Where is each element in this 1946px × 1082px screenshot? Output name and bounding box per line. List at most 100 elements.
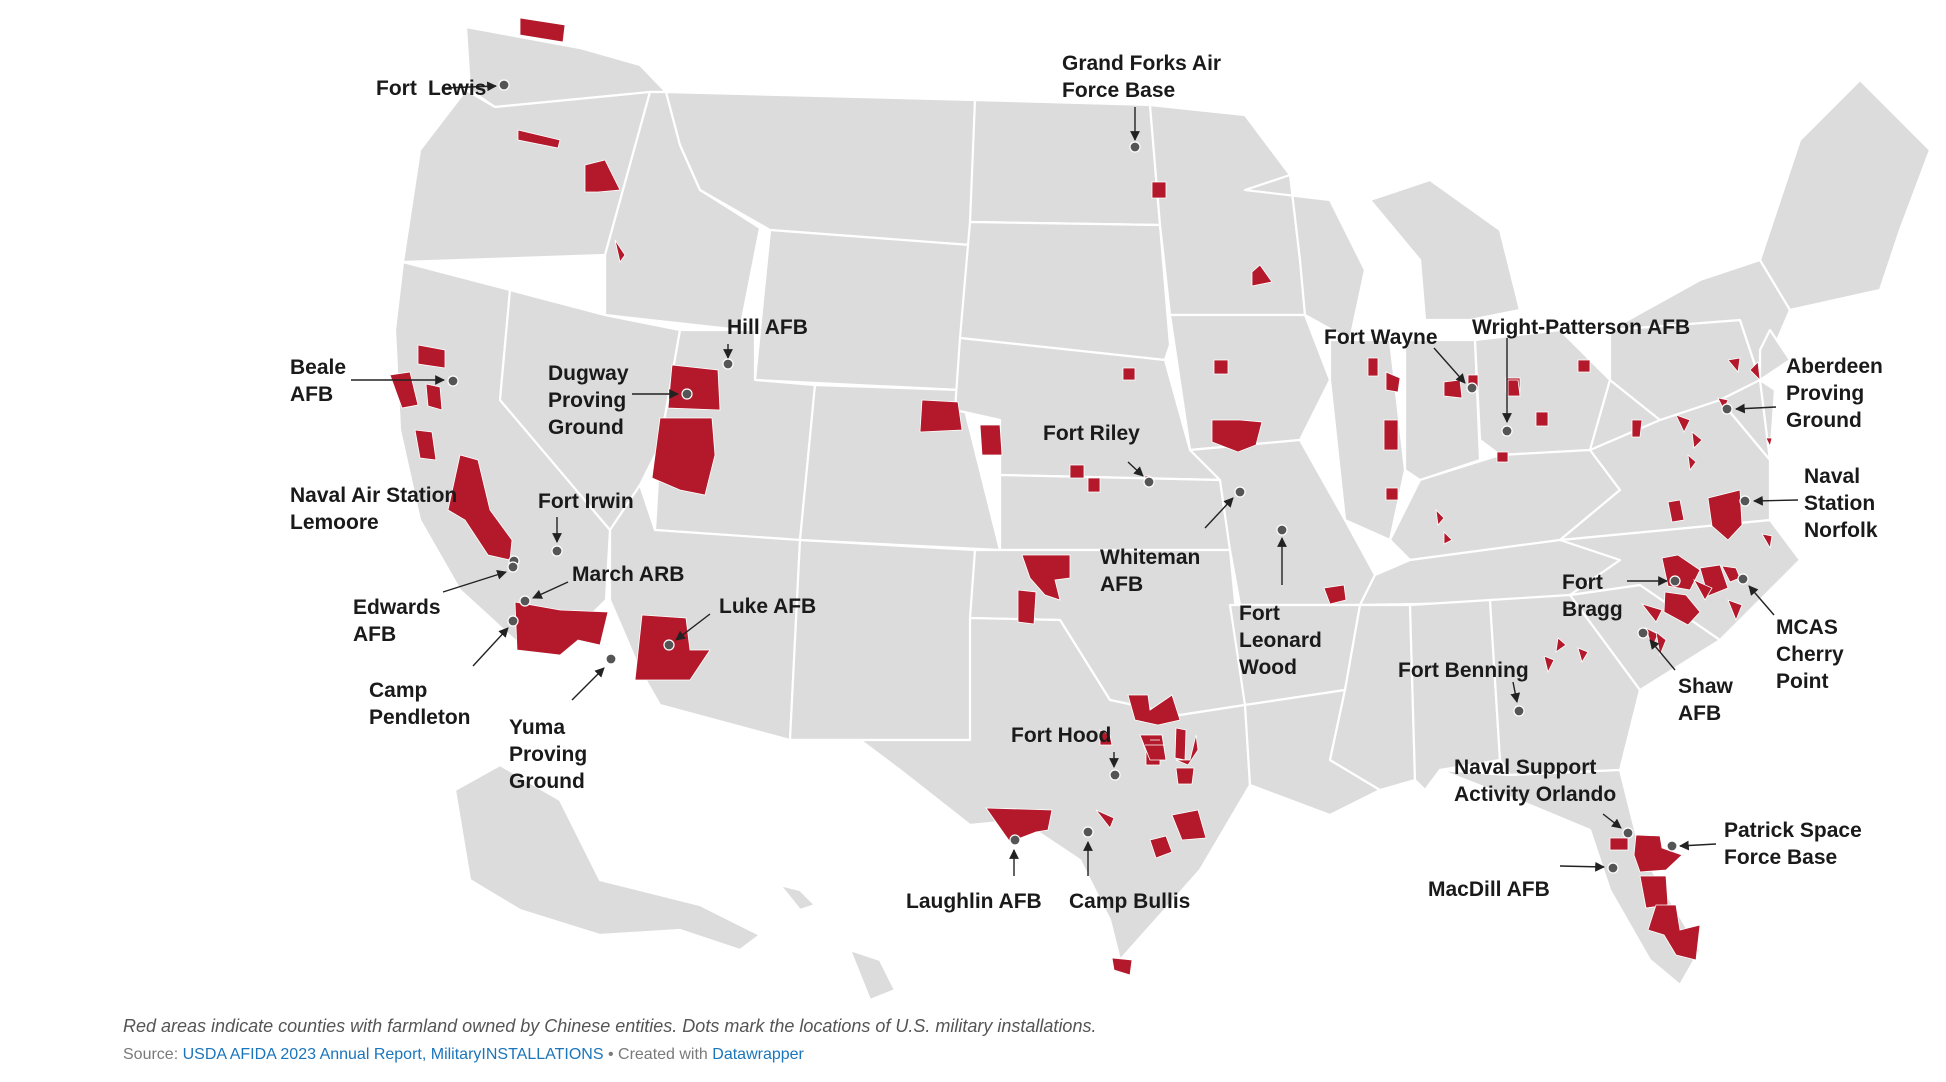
highlighted-county bbox=[1443, 531, 1453, 545]
installation-label-line: Fort Hood bbox=[1011, 724, 1111, 747]
highlighted-county bbox=[414, 429, 437, 461]
highlighted-county bbox=[1675, 414, 1691, 433]
installation-dot-laughlin-afb[interactable] bbox=[1009, 834, 1021, 846]
installation-dot-patrick-space-force-base[interactable] bbox=[1666, 840, 1678, 852]
leader-line-edwards-afb bbox=[442, 569, 507, 593]
installation-dot-fort-bragg[interactable] bbox=[1669, 575, 1681, 587]
highlighted-county bbox=[1175, 734, 1199, 766]
installation-dot-macdill-afb[interactable] bbox=[1607, 862, 1619, 874]
installation-label-line: AFB bbox=[353, 623, 396, 646]
installation-dot-march-arb[interactable] bbox=[519, 595, 531, 607]
installation-label-line: Fort bbox=[1239, 602, 1280, 625]
installation-dot-beale-afb[interactable] bbox=[447, 375, 459, 387]
highlighted-county bbox=[1749, 361, 1761, 382]
highlighted-county bbox=[1211, 419, 1263, 453]
highlighted-county bbox=[1647, 904, 1701, 961]
installation-dot-edwards-afb[interactable] bbox=[507, 561, 519, 573]
installation-label-fort-wayne: Fort Wayne bbox=[1324, 326, 1438, 349]
highlighted-county bbox=[584, 159, 621, 193]
installation-label-line: Ground bbox=[509, 770, 585, 793]
leader-line-fort-lewis bbox=[443, 81, 497, 92]
installation-dot-mcas-cherry-point[interactable] bbox=[1737, 573, 1749, 585]
state-wi bbox=[1243, 173, 1367, 342]
installation-dot-hill-afb[interactable] bbox=[722, 358, 734, 370]
leader-line-mcas-cherry-point bbox=[1748, 585, 1775, 616]
highlighted-county bbox=[1443, 379, 1463, 399]
installation-dot-luke-afb[interactable] bbox=[663, 639, 675, 651]
installation-label-line: Dugway bbox=[548, 362, 629, 385]
installation-dot-camp-bullis[interactable] bbox=[1082, 826, 1094, 838]
installation-label-line: Camp bbox=[369, 679, 427, 702]
installation-label-fort-lewis: Fort Lewis bbox=[376, 77, 486, 100]
installation-dot-grand-forks-air-force-base[interactable] bbox=[1129, 141, 1141, 153]
installation-dot-fort-riley[interactable] bbox=[1143, 476, 1155, 488]
state-oh bbox=[1473, 328, 1612, 457]
installation-dot-fort-wayne[interactable] bbox=[1466, 382, 1478, 394]
installation-label-line: Naval bbox=[1804, 465, 1860, 488]
installation-label-line: Ground bbox=[548, 416, 624, 439]
installation-dot-aberdeen-proving-ground[interactable] bbox=[1721, 403, 1733, 415]
leader-line-march-arb bbox=[532, 581, 569, 599]
highlighted-counties bbox=[389, 17, 1773, 976]
installation-labels: Fort Lewis Grand Forks Air Force Base Hill A… bbox=[290, 52, 1883, 913]
installation-label-naval-support-activity-orlando: Naval Support Activity Orlando bbox=[1454, 756, 1616, 806]
installation-label-mcas-cherry-point: MCAS Cherry Point bbox=[1776, 616, 1844, 693]
installation-dot-naval-support-activity-orlando[interactable] bbox=[1622, 827, 1634, 839]
leader-line-aberdeen-proving-ground bbox=[1735, 403, 1777, 414]
installation-label-line: Force Base bbox=[1724, 846, 1837, 869]
installation-label-beale-afb: Beale AFB bbox=[290, 356, 346, 406]
installation-dot-whiteman-afb[interactable] bbox=[1234, 486, 1246, 498]
installation-dot-fort-leonard-wood[interactable] bbox=[1276, 524, 1288, 536]
installation-label-fort-hood: Fort Hood bbox=[1011, 724, 1111, 747]
installation-label-line: Luke AFB bbox=[719, 595, 816, 618]
highlighted-county bbox=[1727, 599, 1743, 622]
installation-label-line: Pendleton bbox=[369, 706, 471, 729]
installation-dot-yuma-proving-ground[interactable] bbox=[605, 653, 617, 665]
installation-dot-dugway-proving-ground[interactable] bbox=[681, 388, 693, 400]
installation-label-shaw-afb: Shaw AFB bbox=[1678, 675, 1734, 725]
installation-dot-fort-irwin[interactable] bbox=[551, 545, 563, 557]
source-link[interactable]: USDA AFIDA 2023 Annual Report, MilitaryI… bbox=[182, 1046, 604, 1063]
installation-dot-shaw-afb[interactable] bbox=[1637, 627, 1649, 639]
installation-label-line: Leonard bbox=[1239, 629, 1322, 652]
installation-label-laughlin-afb: Laughlin AFB bbox=[906, 890, 1042, 913]
map-caption: Red areas indicate counties with farmlan… bbox=[123, 1016, 1097, 1036]
leader-line-fort-benning bbox=[1510, 681, 1521, 703]
installation-label-line: Whiteman bbox=[1100, 546, 1200, 569]
highlighted-county bbox=[1251, 264, 1273, 287]
installation-dot-fort-benning[interactable] bbox=[1513, 705, 1525, 717]
highlighted-county bbox=[614, 239, 626, 263]
highlighted-county bbox=[1727, 357, 1741, 373]
datawrapper-link[interactable]: Datawrapper bbox=[712, 1046, 804, 1063]
highlighted-county bbox=[1667, 499, 1685, 523]
installation-dot-naval-station-norfolk[interactable] bbox=[1739, 495, 1751, 507]
installation-label-aberdeen-proving-ground: Aberdeen Proving Ground bbox=[1786, 355, 1883, 432]
installation-label-line: AFB bbox=[1678, 702, 1721, 725]
highlighted-county bbox=[1555, 637, 1567, 653]
installation-dot-camp-pendleton[interactable] bbox=[507, 615, 519, 627]
highlighted-county bbox=[417, 344, 446, 369]
highlighted-county bbox=[1577, 647, 1589, 663]
installation-label-line: Shaw bbox=[1678, 675, 1734, 698]
installation-label-luke-afb: Luke AFB bbox=[719, 595, 816, 618]
highlighted-county bbox=[667, 364, 721, 411]
state-nd bbox=[968, 98, 1162, 227]
state-ak bbox=[453, 763, 762, 952]
installation-label-dugway-proving-ground: Dugway Proving Ground bbox=[548, 362, 629, 439]
highlighted-county bbox=[1609, 837, 1629, 851]
installation-dot-fort-hood[interactable] bbox=[1109, 769, 1121, 781]
highlighted-county bbox=[519, 17, 566, 43]
installation-dot-fort-lewis[interactable] bbox=[498, 79, 510, 91]
installation-label-wright-patterson-afb: Wright-Patterson AFB bbox=[1472, 316, 1690, 339]
state-mi bbox=[1368, 178, 1522, 322]
installation-label-line: MacDill AFB bbox=[1428, 878, 1550, 901]
installation-label-line: Proving bbox=[509, 743, 587, 766]
installation-dot-wright-patterson-afb[interactable] bbox=[1501, 425, 1513, 437]
highlighted-county bbox=[1383, 419, 1399, 451]
installation-label-fort-benning: Fort Benning bbox=[1398, 659, 1529, 682]
highlighted-county bbox=[1707, 489, 1743, 541]
installation-label-line: Edwards bbox=[353, 596, 441, 619]
installation-label-camp-bullis: Camp Bullis bbox=[1069, 890, 1190, 913]
installation-label-march-arb: March ARB bbox=[572, 563, 684, 586]
highlighted-county bbox=[517, 129, 561, 149]
